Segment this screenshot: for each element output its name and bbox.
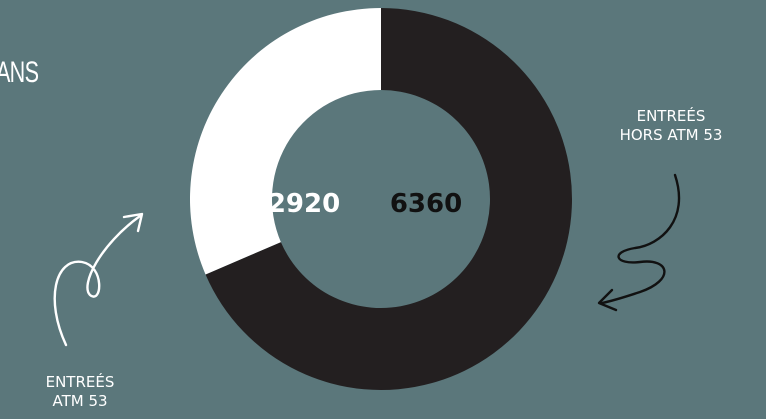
label-line: ENTREÉS: [45, 373, 115, 391]
arrow-left: [53, 212, 144, 347]
label-line: ENTREÉS: [636, 107, 706, 125]
label-hors-atm53: ENTREÉS HORS ATM 53: [598, 107, 744, 145]
label-atm53: ENTREÉS ATM 53: [22, 373, 138, 411]
label-line: ATM 53: [52, 392, 108, 410]
page-title-fragment: ANS: [0, 56, 39, 89]
value-labels: 2920 6360: [268, 189, 462, 219]
arrow-right: [597, 173, 681, 312]
donut-slices: [190, 8, 572, 390]
slice-hors-atm53: [205, 8, 572, 390]
label-line: HORS ATM 53: [619, 126, 723, 144]
slice-atm53: [190, 8, 381, 275]
value-label-hors-atm53: 6360: [390, 189, 462, 219]
value-label-atm53: 2920: [268, 189, 340, 219]
